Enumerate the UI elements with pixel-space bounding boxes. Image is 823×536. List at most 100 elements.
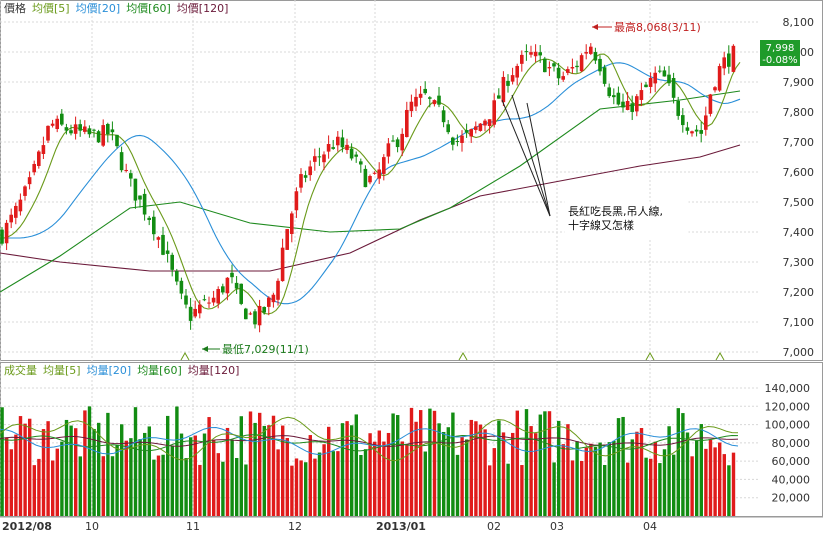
- candle-body: [602, 67, 607, 84]
- candle-body: [658, 70, 662, 72]
- candle-body: [207, 302, 211, 304]
- volume-bar: [51, 460, 55, 516]
- candle-body: [455, 141, 460, 143]
- volume-bar: [124, 440, 128, 516]
- volume-bar: [32, 465, 36, 516]
- candle-body: [598, 58, 602, 72]
- current-price-box: [760, 40, 800, 66]
- candle-body: [349, 148, 354, 159]
- candle-body: [124, 169, 128, 171]
- volume-bar: [285, 438, 289, 516]
- volume-bar: [557, 420, 561, 516]
- volume-bar: [630, 439, 634, 516]
- candle-body: [244, 308, 248, 320]
- volume-bar: [658, 463, 662, 516]
- volume-bar: [570, 460, 575, 516]
- volume-bar: [138, 439, 142, 516]
- candle-body: [589, 46, 593, 54]
- candle-body: [142, 193, 147, 215]
- volume-bar: [133, 407, 138, 516]
- volume-bar: [147, 426, 151, 516]
- price-tick-label: 7,000: [783, 346, 815, 359]
- candle-body: [731, 45, 736, 72]
- candle-body: [276, 280, 280, 300]
- candle-body: [621, 101, 625, 108]
- candle-body: [69, 130, 73, 134]
- low-marker-arrowhead: [202, 346, 208, 352]
- volume-bar: [110, 456, 115, 516]
- candle-body: [699, 130, 703, 134]
- candle-body: [409, 101, 414, 112]
- candle-body: [267, 297, 271, 307]
- volume-bar: [593, 446, 598, 516]
- volume-bar: [373, 441, 377, 516]
- volume-bar: [271, 415, 276, 516]
- candle-body: [644, 84, 648, 88]
- candle-body: [487, 119, 492, 126]
- volume-bar: [368, 433, 372, 516]
- volume-bar: [106, 412, 110, 516]
- candle-body: [561, 76, 565, 80]
- candle-body: [556, 67, 561, 79]
- volume-bar: [313, 458, 317, 516]
- volume-bar: [46, 421, 50, 516]
- volume-bar: [727, 465, 731, 516]
- volume-bar: [423, 451, 427, 516]
- candle-body: [106, 123, 110, 135]
- volume-bar: [294, 458, 299, 516]
- volume-bar: [299, 460, 303, 516]
- candle-body: [303, 175, 308, 178]
- volume-bar: [198, 464, 202, 516]
- candle-body: [326, 144, 331, 152]
- candle-body: [727, 53, 731, 67]
- volume-bar: [340, 423, 345, 516]
- candle-body: [584, 52, 588, 54]
- volume-bar: [87, 406, 92, 516]
- candle-body: [428, 97, 432, 99]
- legend-entry: 均價[20]: [75, 2, 121, 15]
- volume-bar: [120, 424, 124, 516]
- candle-body: [368, 176, 372, 183]
- legend-entry: 均價[5]: [32, 2, 70, 15]
- candle-body: [248, 313, 253, 315]
- candle-body: [543, 58, 547, 73]
- candle-body: [78, 124, 82, 131]
- candle-body: [202, 299, 207, 301]
- volume-bar: [478, 424, 483, 516]
- volume-bar: [317, 452, 322, 516]
- volume-bar: [74, 428, 78, 516]
- volume-bar: [386, 432, 391, 516]
- candle-body: [184, 295, 188, 305]
- volume-bar: [92, 428, 96, 516]
- candle-body: [234, 282, 239, 289]
- candle-body: [575, 65, 579, 68]
- price-ma120-line: [0, 144, 741, 272]
- candle-body: [635, 96, 639, 112]
- candle-body: [671, 78, 676, 98]
- volume-bar: [626, 462, 630, 516]
- candle-body: [515, 65, 519, 78]
- candle-body: [533, 51, 538, 57]
- volume-bar: [5, 437, 9, 516]
- candle-body: [524, 51, 529, 53]
- candle-body: [198, 304, 202, 314]
- candle-body: [639, 90, 644, 100]
- volume-bar: [580, 460, 584, 516]
- volume-bar: [354, 414, 358, 516]
- candle-body: [216, 289, 220, 304]
- candle-body: [547, 67, 552, 69]
- time-tick-label: 03: [550, 520, 564, 533]
- volume-bar: [55, 448, 59, 516]
- candle-body: [382, 157, 386, 174]
- volume-bar: [575, 441, 579, 516]
- candle-body: [170, 254, 174, 270]
- volume-bar: [718, 442, 722, 516]
- candle-body: [322, 154, 326, 163]
- volume-bar: [244, 464, 248, 516]
- candle-body: [50, 123, 55, 126]
- volume-bar: [451, 412, 455, 516]
- candle-body: [359, 161, 363, 165]
- candle-body: [529, 52, 533, 55]
- volume-bar: [331, 451, 335, 516]
- time-tick-label: 02: [487, 520, 501, 533]
